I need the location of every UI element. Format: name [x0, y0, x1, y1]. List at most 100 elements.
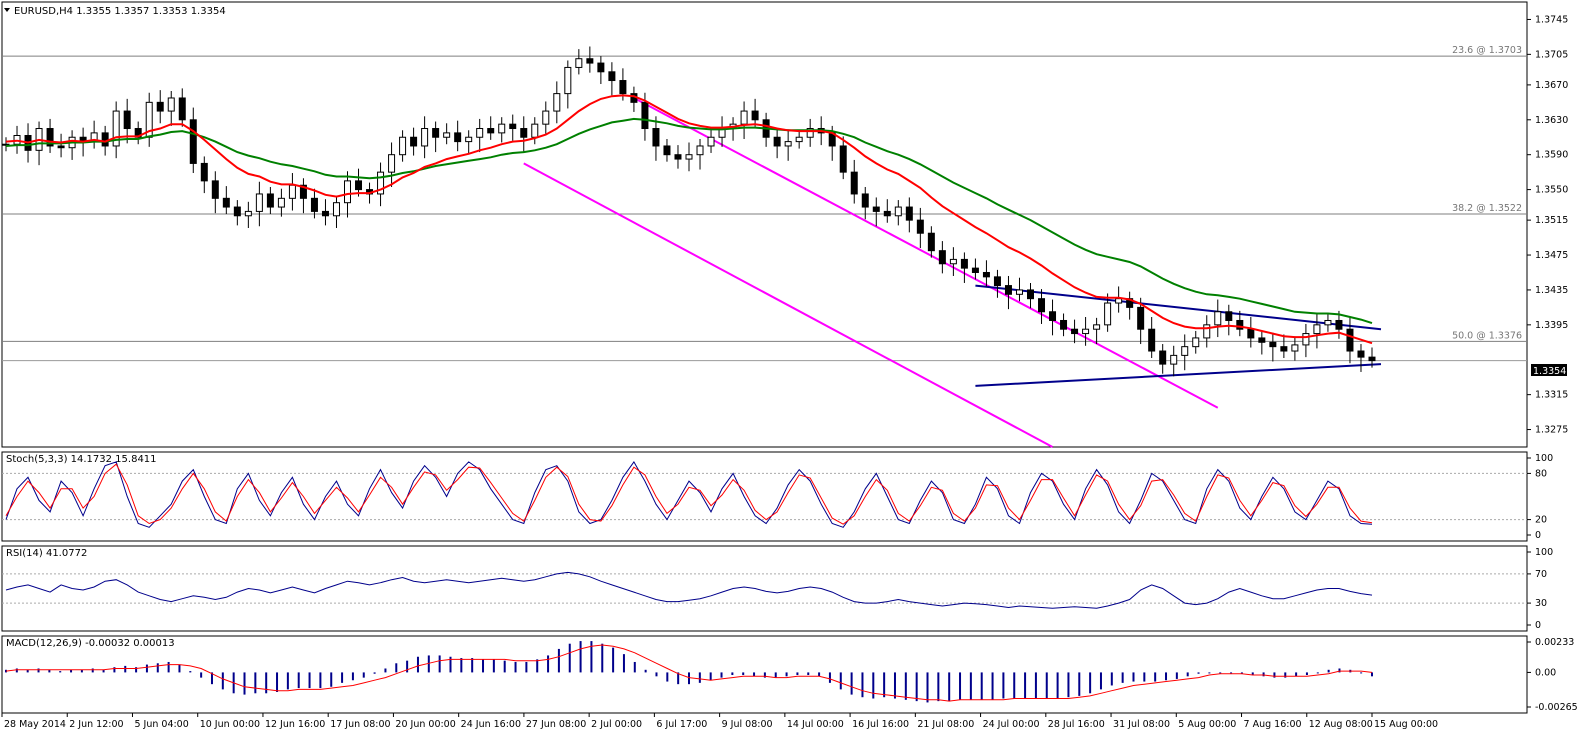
stoch-tick-label: 20: [1535, 515, 1547, 526]
macd-bar: [406, 660, 409, 673]
macd-bar: [709, 672, 712, 681]
macd-bar: [904, 672, 907, 700]
macd-bar: [644, 669, 647, 673]
candle-body: [1269, 341, 1277, 348]
macd-pane[interactable]: MACD(12,26,9) -0.00032 0.00013 0.002330.…: [5, 637, 1578, 713]
moving-averages: [5, 94, 1373, 345]
stoch-pane-frame: [1, 451, 1528, 542]
candle-body: [674, 154, 682, 160]
triangle-pattern: [975, 284, 1382, 387]
price-tick-label: 1.3515: [1535, 215, 1568, 226]
svg-text:1.3354: 1.3354: [1533, 366, 1566, 377]
candle-body: [597, 62, 605, 73]
candle-body: [1027, 289, 1034, 300]
candle-body: [872, 206, 880, 212]
candle-body: [641, 101, 649, 130]
fib-level-label: 50.0 @ 1.3376: [1452, 330, 1522, 341]
macd-bar: [579, 641, 582, 673]
candle-body: [1203, 324, 1211, 339]
candle-body: [1346, 328, 1354, 352]
macd-bar: [1251, 672, 1254, 676]
candle-body: [123, 110, 131, 130]
price-tick-label: 1.3590: [1535, 150, 1568, 161]
candle-body: [1049, 311, 1057, 321]
candle-body: [531, 123, 539, 138]
macd-bar: [384, 668, 387, 673]
time-tick-label: 17 Jun 08:00: [330, 719, 390, 730]
candle-body: [454, 132, 462, 143]
macd-bar: [1154, 672, 1157, 682]
macd-bar: [1056, 672, 1059, 699]
macd-bar: [655, 672, 658, 677]
macd-bar: [26, 669, 29, 673]
candle-body: [1313, 324, 1321, 335]
macd-bar: [1099, 672, 1102, 690]
candle-body: [1181, 346, 1189, 356]
fibonacci-levels: 23.6 @ 1.3703 38.2 @ 1.3522 50.0 @ 1.3376: [2, 45, 1527, 362]
macd-pane-frame: [1, 635, 1528, 714]
rsi-tick-label: 100: [1535, 547, 1553, 558]
candle-body: [982, 271, 990, 278]
macd-bar: [91, 668, 94, 673]
macd-bar: [1197, 672, 1200, 674]
candle-body: [211, 180, 219, 199]
macd-bar: [1219, 672, 1222, 674]
candle-body: [388, 154, 396, 173]
candle-body: [355, 180, 363, 191]
candle-body: [487, 128, 495, 134]
macd-bar: [807, 672, 810, 676]
macd-bar: [427, 655, 430, 673]
macd-bar: [449, 656, 452, 673]
candle-body: [377, 171, 385, 195]
macd-bar: [601, 643, 604, 673]
time-tick-label: 5 Jun 04:00: [134, 719, 188, 730]
candle-body: [101, 132, 109, 147]
candle-body: [277, 197, 285, 208]
macd-bar: [70, 669, 73, 673]
candle-body: [344, 180, 351, 204]
macd-bar: [666, 672, 669, 682]
macd-bar: [1175, 672, 1178, 679]
macd-bar: [1110, 672, 1113, 686]
macd-bar: [1034, 672, 1037, 699]
macd-bar: [416, 656, 419, 673]
candle-body: [608, 71, 616, 82]
macd-bar: [102, 669, 105, 673]
current-price-badge: 1.3354: [1531, 364, 1567, 377]
macd-bar: [861, 672, 864, 698]
candle-body: [1291, 344, 1299, 352]
time-axis: 28 May 2014 2 Jun 12:00 5 Jun 04:00 10 Jun …: [1, 713, 1438, 730]
price-pane[interactable]: EURUSD,H4 1.3355 1.3357 1.3353 1.3354 23…: [2, 6, 1568, 448]
price-tick-label: 1.3670: [1535, 80, 1568, 91]
candle-body: [1324, 319, 1332, 326]
macd-bar: [145, 664, 148, 673]
macd-bar: [1024, 672, 1027, 699]
candle-body: [971, 267, 979, 273]
time-tick-label: 20 Jun 00:00: [395, 719, 455, 730]
macd-bar: [980, 672, 983, 700]
candle-body: [751, 110, 759, 121]
candle-body: [399, 136, 407, 156]
macd-bar: [1240, 672, 1243, 674]
stochastic-pane[interactable]: Stoch(5,3,3) 14.1732 15.8411 100 80 20 0: [2, 453, 1553, 541]
candle-body: [1148, 328, 1156, 352]
macd-bar: [688, 672, 690, 685]
macd-label: MACD(12,26,9) -0.00032 0.00013: [6, 638, 175, 649]
candle-body: [938, 250, 946, 265]
rsi-pane[interactable]: RSI(14) 41.0772 100 70 30 0: [2, 547, 1553, 631]
candle-body: [663, 145, 671, 156]
time-tick-label: 12 Jun 16:00: [265, 719, 325, 730]
macd-bar: [969, 672, 972, 700]
candle-body: [960, 258, 968, 269]
candle-body: [850, 171, 858, 195]
candle-body: [156, 101, 164, 112]
macd-bar: [872, 672, 875, 699]
candle-body: [553, 93, 561, 112]
candle-body: [509, 123, 517, 130]
candle-body: [894, 206, 902, 217]
macd-bar: [720, 672, 723, 678]
macd-bar: [937, 672, 940, 702]
price-tick-label: 1.3395: [1535, 320, 1568, 331]
time-tick-label: 7 Aug 16:00: [1244, 719, 1302, 730]
